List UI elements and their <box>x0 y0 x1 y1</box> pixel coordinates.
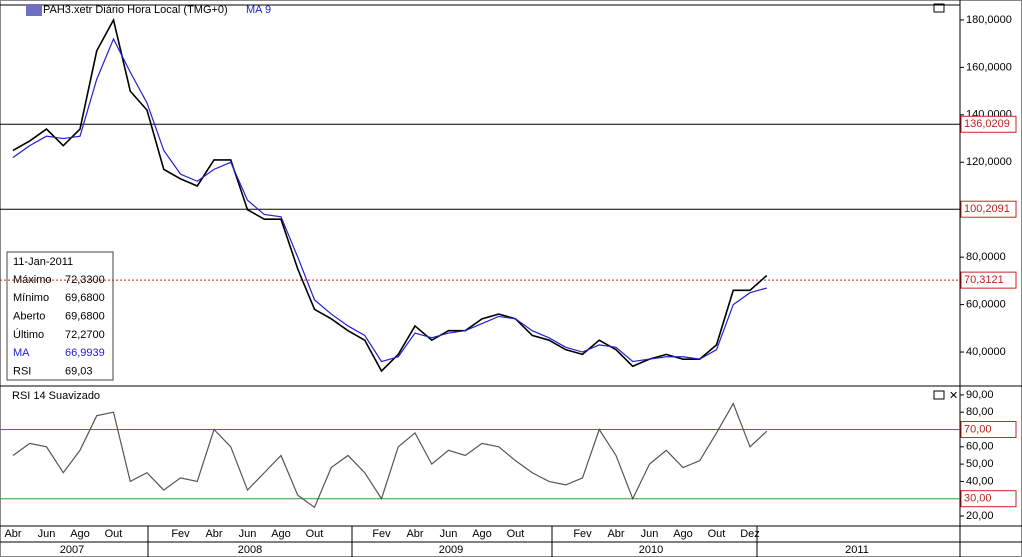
level-label: 136,0209 <box>964 118 1010 130</box>
year-label: 2008 <box>238 544 262 556</box>
close-button[interactable]: ✕ <box>949 390 958 402</box>
y-tick-label: 60,0000 <box>966 298 1006 310</box>
x-tick-label: Jun <box>641 528 659 540</box>
level-label: 30,00 <box>964 493 992 505</box>
x-tick-label: Abr <box>406 528 423 540</box>
maximize-button[interactable] <box>933 3 945 13</box>
info-value: 69,6800 <box>65 292 105 304</box>
year-label: 2009 <box>439 544 463 556</box>
x-tick-label: Out <box>708 528 726 540</box>
x-tick-label: Fev <box>372 528 391 540</box>
info-date: 11-Jan-2011 <box>13 256 73 268</box>
y-tick-label: 90,00 <box>966 389 994 401</box>
series-line <box>12 402 768 509</box>
level-label: 100,2091 <box>964 203 1010 215</box>
year-label: 2011 <box>845 544 869 556</box>
indicator-title[interactable]: RSI 14 Suavizado <box>12 390 100 402</box>
x-tick-label: Out <box>507 528 525 540</box>
x-tick-label: Out <box>105 528 123 540</box>
x-tick-label: Fev <box>573 528 592 540</box>
x-tick-label: Abr <box>205 528 222 540</box>
info-value: 72,2700 <box>65 329 105 341</box>
x-tick-label: Fev <box>171 528 190 540</box>
x-tick-label: Ago <box>70 528 90 540</box>
y-tick-label: 180,0000 <box>966 14 1012 26</box>
x-tick-label: Abr <box>4 528 21 540</box>
y-tick-label: 60,00 <box>966 441 994 453</box>
info-label: RSI <box>13 365 31 377</box>
info-label: Mínimo <box>13 292 49 304</box>
y-tick-label: 40,0000 <box>966 346 1006 358</box>
y-tick-label: 20,00 <box>966 510 994 522</box>
icon <box>26 4 42 16</box>
info-label: MA <box>13 347 30 359</box>
x-tick-label: Abr <box>607 528 624 540</box>
info-value: 69,03 <box>65 365 93 377</box>
x-tick-label: Out <box>306 528 324 540</box>
x-tick-label: Ago <box>271 528 291 540</box>
x-tick-label: Jun <box>440 528 458 540</box>
info-box-frame <box>6 251 114 381</box>
level-label-box <box>960 115 1017 133</box>
indicator-name[interactable]: MA 9 <box>246 4 271 16</box>
info-label: Último <box>13 328 44 341</box>
maximize-button[interactable] <box>933 390 945 400</box>
level-label: 70,00 <box>964 423 992 435</box>
info-value: 66,9939 <box>65 347 105 359</box>
y-tick-label: 40,00 <box>966 475 994 487</box>
chart-title[interactable]: PAH3.xetr Diário Hora Local (TMG+0) <box>43 4 228 16</box>
year-label: 2010 <box>639 544 663 556</box>
y-tick-label: 80,00 <box>966 406 994 418</box>
level-label-box <box>960 421 1017 439</box>
y-tick-label: 80,0000 <box>966 251 1006 263</box>
series-line <box>12 37 767 363</box>
level-label-box <box>960 271 1017 289</box>
x-tick-label: Jun <box>38 528 56 540</box>
level-label: 70,3121 <box>964 274 1004 286</box>
x-tick-label: Ago <box>472 528 492 540</box>
series-line <box>12 17 768 373</box>
x-tick-label: Dez <box>740 528 760 540</box>
info-label: Aberto <box>13 311 45 323</box>
x-tick-label: Ago <box>673 528 693 540</box>
y-tick-label: 120,0000 <box>966 156 1012 168</box>
year-label: 2007 <box>60 544 84 556</box>
info-value: 69,6800 <box>65 311 105 323</box>
level-label-box <box>960 490 1017 508</box>
y-tick-label: 160,0000 <box>966 61 1012 73</box>
level-label-box <box>960 200 1017 218</box>
y-tick-label: 50,00 <box>966 458 994 470</box>
x-tick-label: Jun <box>239 528 257 540</box>
